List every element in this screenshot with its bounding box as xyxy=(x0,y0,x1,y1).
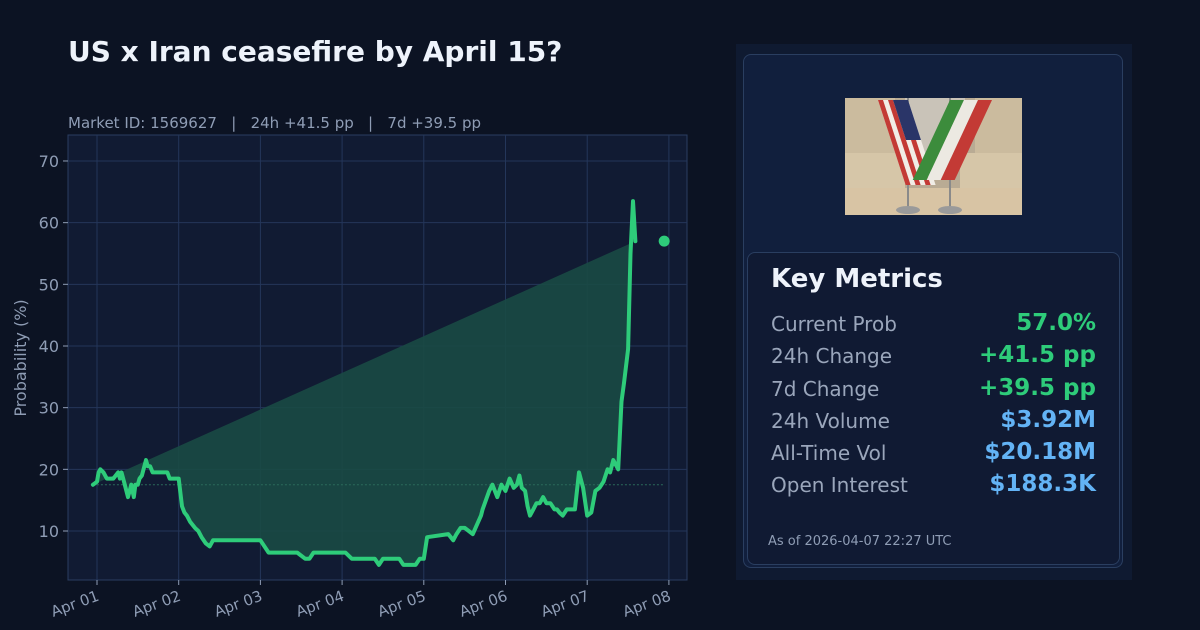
y-tick-label: 40 xyxy=(39,337,59,356)
metric-label: All-Time Vol xyxy=(771,441,887,465)
y-tick-label: 10 xyxy=(39,522,59,541)
x-axis-ticks: Apr 01 Apr 02 Apr 03 Apr 04 Apr 05 Apr 06 Apr … xyxy=(48,580,673,621)
metric-value: $3.92M xyxy=(1000,407,1096,433)
metric-row-open-interest: Open Interest $188.3K xyxy=(771,471,1096,503)
metric-label: Current Prob xyxy=(771,312,897,336)
baseline-fill-area xyxy=(92,201,636,565)
metric-value: $188.3K xyxy=(989,471,1096,497)
y-tick-label: 70 xyxy=(39,152,59,171)
y-axis-label: Probability (%) xyxy=(11,299,30,416)
market-subtitle: Market ID: 1569627 | 24h +41.5 pp | 7d +… xyxy=(68,114,482,132)
x-tick-label: Apr 05 xyxy=(375,587,428,621)
page-title: US x Iran ceasefire by April 15? xyxy=(68,35,563,68)
us-iran-flags-icon xyxy=(845,98,1022,215)
metric-row-current-prob: Current Prob 57.0% xyxy=(771,310,1096,342)
key-metrics-title: Key Metrics xyxy=(771,264,943,294)
market-image xyxy=(845,98,1022,215)
y-tick-label: 30 xyxy=(39,399,59,418)
metric-value: +39.5 pp xyxy=(979,375,1096,401)
key-metrics-card xyxy=(747,252,1120,565)
y-tick-label: 50 xyxy=(39,275,59,294)
x-tick-label: Apr 02 xyxy=(130,587,183,621)
x-tick-label: Apr 07 xyxy=(539,587,592,621)
current-value-marker xyxy=(658,235,670,247)
x-tick-label: Apr 08 xyxy=(620,587,673,621)
metric-row-7d-change: 7d Change +39.5 pp xyxy=(771,375,1096,407)
metric-label: 24h Volume xyxy=(771,409,890,433)
metric-row-24h-volume: 24h Volume $3.92M xyxy=(771,407,1096,439)
metric-row-24h-change: 24h Change +41.5 pp xyxy=(771,342,1096,374)
metric-value: $20.18M xyxy=(984,439,1096,465)
x-tick-label: Apr 03 xyxy=(212,587,265,621)
metric-label: 7d Change xyxy=(771,377,880,401)
metric-label: Open Interest xyxy=(771,473,908,497)
metric-row-all-time-vol: All-Time Vol $20.18M xyxy=(771,439,1096,471)
y-axis-ticks: 10 20 30 40 50 60 70 xyxy=(39,152,68,541)
metric-label: 24h Change xyxy=(771,344,893,368)
as-of-timestamp: As of 2026-04-07 22:27 UTC xyxy=(768,534,952,549)
x-tick-label: Apr 04 xyxy=(294,587,347,621)
y-tick-label: 20 xyxy=(39,460,59,479)
metric-value: +41.5 pp xyxy=(979,342,1096,368)
x-tick-label: Apr 06 xyxy=(457,587,510,621)
y-tick-label: 60 xyxy=(39,214,59,233)
x-tick-label: Apr 01 xyxy=(48,587,101,621)
metric-value: 57.0% xyxy=(1016,310,1096,336)
probability-line xyxy=(90,199,638,567)
